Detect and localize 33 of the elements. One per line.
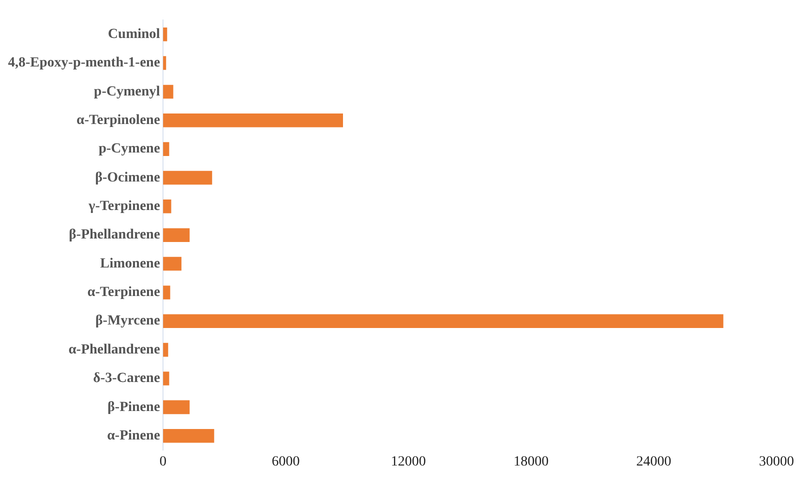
y-tick-label: β-Myrcene: [95, 314, 160, 329]
bar: [163, 170, 212, 185]
y-tick-label: Cuminol: [108, 26, 160, 42]
y-tick-label: p-Cymenyl: [94, 84, 160, 100]
bar: [163, 428, 214, 443]
x-tick-label: 12000: [390, 454, 426, 470]
bar: [163, 142, 170, 156]
x-tick-label: 0: [160, 454, 167, 470]
x-tick-label: 30000: [759, 454, 794, 470]
bar: [163, 228, 190, 242]
y-tick-label: α-Terpinolene: [76, 112, 160, 128]
y-tick-label: α-Terpinene: [87, 285, 160, 300]
bar: [163, 400, 190, 414]
x-tick-label: 24000: [636, 454, 672, 470]
bar: [163, 256, 182, 271]
bar: [163, 113, 343, 128]
y-tick-label: α-Phellandrene: [68, 342, 160, 358]
bar: [163, 286, 170, 300]
bar: [163, 314, 724, 328]
y-tick-label: γ-Terpinene: [88, 199, 160, 214]
bar: [163, 200, 172, 214]
x-tick-label: 6000: [272, 454, 300, 470]
bar: [163, 84, 174, 99]
y-tick-label: α-Pinene: [107, 428, 160, 444]
y-tick-label: δ-3-Carene: [93, 371, 160, 386]
y-tick-label: Limonene: [100, 256, 160, 272]
x-tick-label: 18000: [514, 454, 549, 470]
y-tick-label: β-Phellandrene: [68, 228, 160, 243]
y-tick-label: β-Pinene: [108, 400, 160, 415]
y-tick-label: 4,8-Epoxy-p-menth-1-ene: [8, 56, 160, 71]
bar: [163, 372, 170, 386]
y-tick-label: p-Cymene: [98, 142, 160, 157]
y-tick-label: β-Ocimene: [95, 170, 160, 186]
